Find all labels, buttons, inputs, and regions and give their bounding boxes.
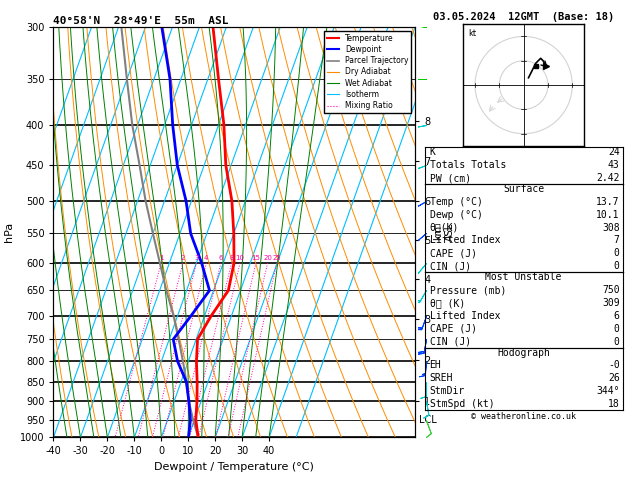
Text: Temp (°C): Temp (°C) xyxy=(430,197,482,207)
X-axis label: Dewpoint / Temperature (°C): Dewpoint / Temperature (°C) xyxy=(154,462,314,472)
Text: 8: 8 xyxy=(230,255,234,261)
Text: 24: 24 xyxy=(608,147,620,157)
Text: PW (cm): PW (cm) xyxy=(430,173,470,183)
Text: 2: 2 xyxy=(181,255,185,261)
Text: 750: 750 xyxy=(602,285,620,295)
Text: 309: 309 xyxy=(602,298,620,308)
Text: 344°: 344° xyxy=(596,386,620,396)
Text: 26: 26 xyxy=(608,373,620,383)
Text: 6: 6 xyxy=(614,311,620,321)
Y-axis label: km
ASL: km ASL xyxy=(433,223,455,241)
Text: StmSpd (kt): StmSpd (kt) xyxy=(430,399,494,409)
Text: K: K xyxy=(430,147,435,157)
Text: 0: 0 xyxy=(614,261,620,271)
Text: 18: 18 xyxy=(608,399,620,409)
Text: 0: 0 xyxy=(614,324,620,334)
Text: 0: 0 xyxy=(614,337,620,347)
Text: StmDir: StmDir xyxy=(430,386,465,396)
Text: 7: 7 xyxy=(614,236,620,245)
Text: kt: kt xyxy=(468,29,476,38)
Text: CIN (J): CIN (J) xyxy=(430,337,470,347)
Text: 2.42: 2.42 xyxy=(596,173,620,183)
Text: LCL: LCL xyxy=(419,415,437,425)
Legend: Temperature, Dewpoint, Parcel Trajectory, Dry Adiabat, Wet Adiabat, Isotherm, Mi: Temperature, Dewpoint, Parcel Trajectory… xyxy=(324,31,411,113)
Text: 15: 15 xyxy=(252,255,260,261)
Text: θᴇ(K): θᴇ(K) xyxy=(430,223,459,233)
Text: CAPE (J): CAPE (J) xyxy=(430,324,477,334)
Text: 10: 10 xyxy=(235,255,245,261)
Text: © weatheronline.co.uk: © weatheronline.co.uk xyxy=(471,413,576,421)
Text: 13.7: 13.7 xyxy=(596,197,620,207)
Text: 43: 43 xyxy=(608,160,620,170)
Text: CIN (J): CIN (J) xyxy=(430,261,470,271)
Text: 3: 3 xyxy=(194,255,199,261)
Text: 20: 20 xyxy=(263,255,272,261)
Text: θᴇ (K): θᴇ (K) xyxy=(430,298,465,308)
Text: Totals Totals: Totals Totals xyxy=(430,160,506,170)
Text: 6: 6 xyxy=(219,255,223,261)
Text: Most Unstable: Most Unstable xyxy=(486,272,562,282)
Text: 25: 25 xyxy=(272,255,281,261)
Text: Lifted Index: Lifted Index xyxy=(430,311,500,321)
Text: EH: EH xyxy=(430,361,442,370)
Text: 03.05.2024  12GMT  (Base: 18): 03.05.2024 12GMT (Base: 18) xyxy=(433,12,615,22)
Text: -0: -0 xyxy=(608,361,620,370)
Y-axis label: hPa: hPa xyxy=(4,222,14,242)
Text: 308: 308 xyxy=(602,223,620,233)
Text: 4: 4 xyxy=(204,255,209,261)
Text: Surface: Surface xyxy=(503,184,544,194)
Text: Dewp (°C): Dewp (°C) xyxy=(430,210,482,220)
Text: 1: 1 xyxy=(159,255,164,261)
Text: CAPE (J): CAPE (J) xyxy=(430,248,477,259)
Text: 40°58'N  28°49'E  55m  ASL: 40°58'N 28°49'E 55m ASL xyxy=(53,16,229,26)
Text: Hodograph: Hodograph xyxy=(497,347,550,358)
Text: Lifted Index: Lifted Index xyxy=(430,236,500,245)
Text: 10.1: 10.1 xyxy=(596,210,620,220)
Text: Pressure (mb): Pressure (mb) xyxy=(430,285,506,295)
Text: 0: 0 xyxy=(614,248,620,259)
Text: SREH: SREH xyxy=(430,373,453,383)
